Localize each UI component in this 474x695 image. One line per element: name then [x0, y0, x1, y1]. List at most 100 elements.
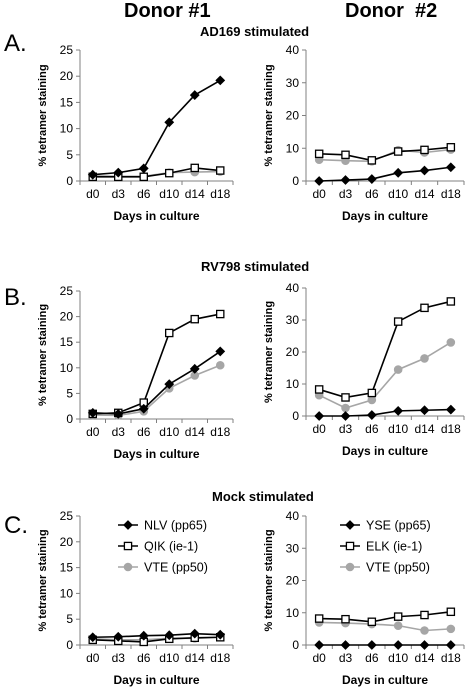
- chart-c1-legend-label: NLV (pp65): [144, 519, 207, 533]
- chart-b2-x-tick-label: d6: [365, 422, 379, 436]
- chart-c2-legend-marker: [345, 562, 355, 572]
- chart-c2-series-circle-line: [319, 621, 451, 632]
- chart-b1-y-tick-label: 10: [60, 361, 74, 375]
- chart-b2-series-circle-point: [393, 365, 403, 374]
- chart-a2-series-diamond-point: [314, 176, 325, 186]
- chart-c1-series-diamond-point: [189, 628, 200, 639]
- chart-b2-x-tick-label: d18: [441, 422, 461, 436]
- chart-b2-y-tick-label: 30: [286, 313, 300, 327]
- chart-a2-series-square-point: [446, 143, 456, 152]
- chart-a1-y-tick-label: 15: [60, 95, 74, 109]
- chart-a1-series-diamond-line: [92, 79, 221, 176]
- row-b-title: RV798 stimulated: [201, 259, 310, 274]
- chart-b2-series-square-point: [367, 388, 377, 398]
- chart-b2-series-diamond-line: [319, 408, 451, 417]
- chart-b1-x-tick-label: d6: [137, 425, 151, 439]
- chart-b2-x-tick-label: d3: [339, 422, 353, 436]
- chart-c1-x-tick-label: d6: [137, 651, 151, 665]
- chart-b1-series-diamond-point: [215, 346, 226, 357]
- chart-c2-y-tick-label: 0: [292, 638, 299, 652]
- chart-c2-series-diamond-point: [393, 640, 404, 650]
- chart-a2-series-diamond-point: [419, 165, 430, 176]
- chart-b2-y-tick-label: 40: [286, 281, 300, 295]
- chart-c1-legend-label: VTE (pp50): [144, 561, 208, 575]
- chart-a2-x-tick-label: d6: [365, 187, 379, 201]
- chart-a1-series-diamond-point: [87, 169, 98, 180]
- chart-c1-series-diamond-line: [92, 632, 221, 639]
- chart-c1-series-diamond-point: [164, 630, 175, 641]
- chart-a2-x-tick-label: d18: [441, 187, 461, 201]
- chart-b2-series-diamond-point: [340, 411, 351, 421]
- chart-a2-series-diamond-line: [319, 166, 451, 182]
- chart-c2-series-square-point: [420, 610, 429, 620]
- row-c-title: Mock stimulated: [212, 489, 314, 504]
- chart-a2-x-tick-label: d14: [414, 187, 434, 201]
- chart-c2-series-diamond-point: [314, 640, 325, 650]
- chart-c1-y-tick-label: 10: [60, 586, 74, 600]
- chart-b1-y-tick-label: 20: [60, 310, 74, 324]
- chart-c1-legend-label: QIK (ie-1): [144, 540, 198, 554]
- chart-a1-series-diamond-point: [189, 90, 200, 100]
- chart-b2-x-axis-title: Days in culture: [342, 444, 428, 458]
- chart-c2-legend-marker: [345, 520, 355, 530]
- chart-b1-y-tick-label: 5: [66, 386, 73, 400]
- chart-a2-x-tick-label: d3: [339, 187, 353, 201]
- chart-b1-series-diamond-point: [189, 363, 200, 374]
- chart-b2-series-square-point: [314, 385, 324, 394]
- chart-a2-x-tick-label: d10: [388, 187, 408, 201]
- chart-b1-series-square-point: [164, 328, 174, 338]
- chart-a1-series-diamond-point: [113, 167, 124, 178]
- chart-c1-y-axis-title: % tetramer staining: [37, 529, 49, 631]
- chart-c2-series-square-point: [393, 612, 403, 621]
- chart-b2-x-tick-label: d10: [388, 422, 408, 436]
- chart-c2-series-square-point: [367, 617, 377, 627]
- chart-a2-y-tick-label: 40: [286, 43, 300, 57]
- chart-c1-x-tick-label: d3: [112, 651, 126, 665]
- chart-b2-y-tick-label: 0: [292, 409, 299, 423]
- chart-c2-series-circle-point: [420, 626, 429, 635]
- chart-a1-y-tick-label: 10: [60, 122, 74, 136]
- chart-c1-series-diamond-point: [87, 632, 98, 643]
- chart-b2-series-circle-point: [446, 338, 456, 347]
- chart-b2-series-diamond-point: [445, 404, 456, 415]
- chart-c1-x-tick-label: d0: [86, 651, 100, 665]
- chart-b2-y-tick-label: 20: [286, 345, 300, 359]
- chart-b1-series-diamond-point: [164, 379, 175, 390]
- chart-a2-series-diamond-point: [393, 167, 404, 178]
- chart-a1-series-square-point: [215, 166, 225, 175]
- panel-letter-b: B.: [4, 284, 27, 311]
- chart-b1-series-diamond-point: [87, 407, 98, 418]
- chart-c2-x-tick-label: d6: [365, 651, 379, 665]
- chart-a2-series-diamond-point: [366, 174, 377, 184]
- chart-a1-series-diamond-point: [138, 163, 149, 174]
- chart-c2-x-tick-label: d0: [312, 651, 326, 665]
- chart-a1-y-axis-title: % tetramer staining: [37, 64, 49, 166]
- chart-a1-series-square-point: [190, 163, 199, 173]
- chart-b1-y-tick-label: 15: [60, 335, 74, 349]
- chart-c2-series-square-point: [341, 614, 350, 624]
- chart-a2-series-square-point: [314, 149, 324, 159]
- chart-c1-x-tick-label: d18: [210, 651, 230, 665]
- chart-b2-series-diamond-point: [366, 410, 377, 420]
- chart-b2-y-tick-label: 10: [286, 377, 300, 391]
- chart-b1-x-tick-label: d18: [210, 425, 230, 439]
- chart-a2-x-tick-label: d0: [312, 187, 326, 201]
- chart-b1-series-diamond-line: [92, 350, 221, 415]
- row-a-title: AD169 stimulated: [200, 24, 310, 39]
- chart-c1-y-tick-label: 15: [60, 561, 74, 575]
- chart-a2-y-tick-label: 30: [286, 76, 300, 90]
- chart-c1-y-tick-label: 25: [60, 509, 74, 523]
- chart-c2-series-square-line: [319, 610, 451, 623]
- chart-a2-y-tick-label: 20: [286, 109, 300, 123]
- chart-c2-series-square-point: [314, 614, 324, 623]
- chart-b1-series-circle-point: [215, 360, 225, 370]
- chart-b1-y-tick-label: 25: [60, 284, 74, 298]
- chart-b1-x-tick-label: d10: [159, 425, 179, 439]
- donor-1-heading: Donor #1: [124, 0, 211, 22]
- chart-c1-x-tick-label: d10: [159, 651, 179, 665]
- chart-a1-series-square-point: [139, 172, 148, 182]
- chart-b1-series-square-point: [190, 314, 199, 324]
- chart-c2-legend-label: ELK (ie-1): [366, 540, 422, 554]
- chart-c2-x-tick-label: d3: [339, 651, 353, 665]
